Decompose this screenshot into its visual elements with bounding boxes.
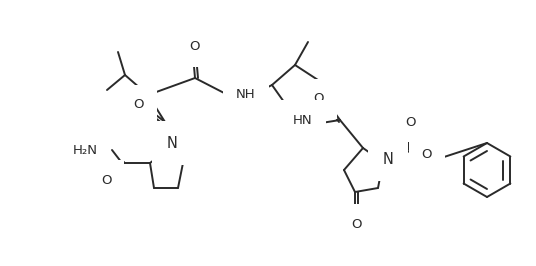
Text: H₂N: H₂N (73, 143, 98, 156)
Text: NH: NH (236, 89, 256, 102)
Text: O: O (101, 173, 111, 186)
Text: O: O (351, 218, 361, 231)
Text: O: O (190, 40, 200, 53)
Text: O: O (314, 93, 324, 106)
Text: N: N (383, 152, 393, 167)
Text: HN: HN (293, 114, 313, 127)
Text: O: O (134, 98, 144, 111)
Text: O: O (422, 148, 432, 161)
Text: O: O (406, 115, 416, 128)
Text: N: N (167, 135, 177, 151)
